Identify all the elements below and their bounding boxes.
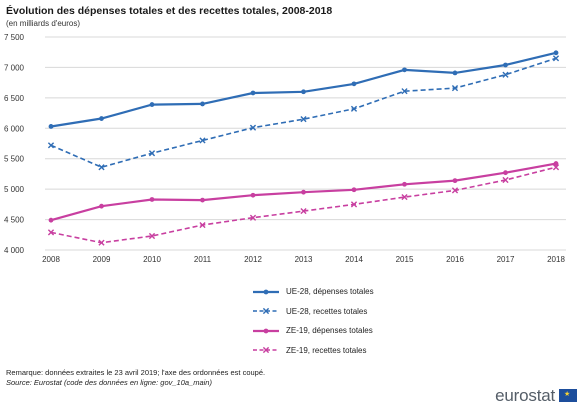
eu-flag-icon bbox=[559, 389, 577, 402]
y-axis-tick-labels: 4 000 4 500 5 000 5 500 6 000 6 500 7 000 7 500 bbox=[4, 33, 25, 255]
legend-item: ZE-19, dépenses totales bbox=[252, 321, 374, 341]
x-tick-label: 2017 bbox=[497, 255, 515, 264]
legend-swatch bbox=[253, 328, 279, 334]
data-point bbox=[47, 229, 55, 236]
x-tick-label: 2009 bbox=[93, 255, 111, 264]
data-point bbox=[452, 70, 458, 76]
data-point bbox=[98, 239, 105, 246]
data-point bbox=[402, 181, 407, 187]
data-point bbox=[200, 197, 205, 203]
data-point bbox=[350, 105, 358, 112]
legend-item: UE-28, recettes totales bbox=[252, 302, 374, 322]
data-point bbox=[301, 89, 306, 95]
data-point bbox=[250, 192, 256, 198]
data-point bbox=[401, 88, 408, 95]
data-point bbox=[300, 207, 307, 215]
data-point bbox=[200, 101, 205, 107]
legend-label: ZE-19, dépenses totales bbox=[286, 326, 373, 336]
x-axis-tick-labels: 2008 2009 2010 2011 2012 2013 2014 2015 2016 2017… bbox=[42, 255, 565, 264]
data-point bbox=[502, 176, 509, 184]
data-point bbox=[503, 170, 508, 176]
y-tick-label: 5 500 bbox=[4, 155, 25, 164]
data-point bbox=[199, 137, 206, 144]
y-tick-label: 5 000 bbox=[4, 185, 25, 194]
x-tick-label: 2011 bbox=[194, 255, 212, 264]
x-tick-label: 2012 bbox=[244, 255, 262, 264]
y-tick-label: 6 500 bbox=[4, 94, 25, 103]
data-point bbox=[249, 124, 257, 131]
data-point bbox=[351, 81, 357, 87]
legend-item: UE-28, dépenses totales bbox=[252, 282, 374, 302]
x-tick-label: 2010 bbox=[143, 255, 161, 264]
data-point bbox=[98, 164, 105, 171]
x-tick-label: 2018 bbox=[547, 255, 565, 264]
data-point bbox=[149, 102, 155, 107]
chart-subtitle: (en milliards d'euros) bbox=[6, 19, 80, 28]
eurostat-logo: eurostat bbox=[495, 386, 577, 406]
data-point bbox=[149, 197, 155, 202]
legend-item: ZE-19, recettes totales bbox=[252, 341, 374, 361]
data-point bbox=[401, 193, 408, 201]
y-tick-label: 4 500 bbox=[4, 216, 25, 225]
data-point bbox=[250, 90, 256, 96]
data-point bbox=[503, 62, 508, 68]
legend-swatch bbox=[253, 289, 279, 295]
data-point bbox=[48, 217, 54, 223]
line-chart: 4 000 4 500 5 000 5 500 6 000 6 500 7 000 7 500… bbox=[4, 33, 566, 264]
series-lines bbox=[47, 50, 560, 246]
series-line bbox=[50, 57, 557, 169]
legend-swatch bbox=[253, 308, 279, 315]
footnote: Remarque: données extraites le 23 avril … bbox=[6, 368, 265, 388]
logo-text: eurostat bbox=[495, 386, 555, 405]
y-tick-label: 4 000 bbox=[4, 246, 25, 255]
x-tick-label: 2015 bbox=[396, 255, 414, 264]
data-point bbox=[48, 124, 54, 129]
data-point bbox=[99, 116, 104, 121]
x-tick-label: 2016 bbox=[446, 255, 464, 264]
data-point bbox=[350, 201, 358, 208]
data-point bbox=[300, 116, 307, 123]
data-point bbox=[553, 161, 559, 166]
data-point bbox=[552, 55, 560, 62]
legend-label: UE-28, recettes totales bbox=[286, 306, 368, 316]
data-point bbox=[451, 187, 459, 194]
chart-legend: UE-28, dépenses totales UE-28, recettes t… bbox=[252, 282, 374, 360]
data-point bbox=[451, 85, 459, 92]
data-point bbox=[148, 150, 156, 157]
grid-lines bbox=[45, 36, 566, 251]
data-point bbox=[99, 203, 104, 209]
source-note: Source: Eurostat (code des données en li… bbox=[6, 378, 212, 387]
remark-note: Remarque: données extraites le 23 avril … bbox=[6, 368, 266, 377]
chart-title: Évolution des dépenses totales et des re… bbox=[6, 5, 333, 17]
data-point bbox=[553, 50, 559, 56]
data-point bbox=[301, 189, 306, 195]
x-tick-label: 2014 bbox=[345, 255, 363, 264]
data-point bbox=[452, 178, 458, 184]
y-tick-label: 6 000 bbox=[4, 124, 25, 133]
x-tick-label: 2013 bbox=[295, 255, 313, 264]
data-point bbox=[552, 164, 560, 171]
data-point bbox=[402, 67, 407, 73]
data-point bbox=[148, 232, 156, 240]
data-point bbox=[47, 142, 55, 149]
series-line bbox=[50, 166, 557, 244]
y-tick-label: 7 500 bbox=[4, 33, 25, 42]
y-tick-label: 7 000 bbox=[4, 63, 25, 72]
data-point bbox=[199, 221, 206, 229]
data-point bbox=[249, 214, 257, 221]
legend-label: UE-28, dépenses totales bbox=[286, 287, 374, 297]
legend-label: ZE-19, recettes totales bbox=[286, 345, 367, 355]
data-point bbox=[351, 187, 357, 193]
legend-swatch bbox=[253, 347, 279, 354]
x-tick-label: 2008 bbox=[42, 255, 60, 264]
data-point bbox=[502, 71, 509, 78]
